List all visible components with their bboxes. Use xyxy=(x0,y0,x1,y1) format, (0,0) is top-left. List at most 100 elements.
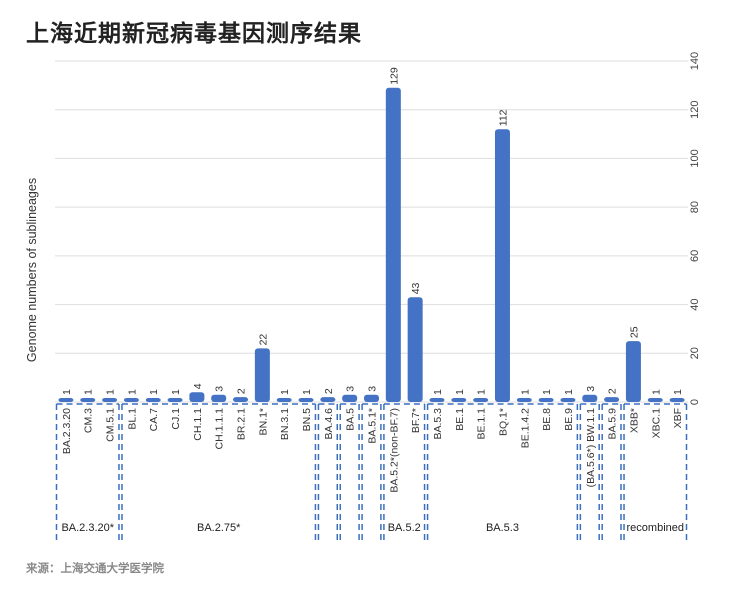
y-axis-ticks: 0 20 40 60 80 100 120 140 xyxy=(689,52,701,405)
value-label: 1 xyxy=(301,389,313,395)
bar xyxy=(298,398,314,402)
value-label: 1 xyxy=(519,389,531,395)
group-brackets: BA.2.3.20* BA.2.75* BA.5.2 BA.5.3 recombined xyxy=(55,403,688,543)
y-tick-label: 60 xyxy=(689,250,701,262)
value-label: 43 xyxy=(410,282,422,294)
value-label: 2 xyxy=(607,388,619,394)
value-label: 112 xyxy=(497,109,509,126)
bar xyxy=(254,348,270,402)
bar xyxy=(494,129,510,402)
bar xyxy=(407,297,423,402)
bar xyxy=(320,397,336,402)
x-tick-label: BN.1* xyxy=(257,408,269,435)
bar xyxy=(211,394,227,402)
value-label: 1 xyxy=(476,389,488,395)
x-tick-label: BE.8 xyxy=(541,408,553,431)
x-tick-label: BE.1.4.2 xyxy=(519,408,531,448)
bar xyxy=(429,398,445,402)
x-tick-label: CM.3 xyxy=(83,408,95,433)
value-label: 1 xyxy=(672,389,684,395)
bar xyxy=(80,398,96,402)
bar xyxy=(233,397,249,402)
x-tick-label: CH.1.1 xyxy=(192,408,204,441)
bar xyxy=(647,398,663,402)
x-tick-label: CM.5.1 xyxy=(105,408,117,442)
x-tick-label: BA.4.6 xyxy=(323,408,335,440)
value-label: 2 xyxy=(323,388,335,394)
bar xyxy=(625,341,641,402)
bar xyxy=(145,398,161,402)
bar xyxy=(538,398,554,402)
value-label: 1 xyxy=(279,389,291,395)
value-label: 2 xyxy=(236,388,248,394)
bar xyxy=(516,398,532,402)
value-label: 3 xyxy=(585,386,597,392)
group-label: recombined xyxy=(627,522,684,534)
x-tick-label: BA.5.2*(non-BF.7) xyxy=(388,408,400,493)
value-label: 129 xyxy=(388,67,400,85)
x-tick-label: BR.2.1 xyxy=(236,408,248,440)
x-tick-label: BA.2.3.20 xyxy=(61,408,73,454)
y-tick-label: 80 xyxy=(689,201,701,213)
x-tick-label: BN.5 xyxy=(301,408,313,432)
bar xyxy=(102,398,118,402)
x-tick-label: BQ.1* xyxy=(497,408,509,436)
bar xyxy=(560,398,576,402)
value-label: 1 xyxy=(541,389,553,395)
bar xyxy=(451,398,467,402)
x-tick-label: XBB* xyxy=(628,408,640,433)
value-label: 4 xyxy=(192,383,204,389)
x-tick-label: BA.5.9 xyxy=(607,408,619,440)
bar xyxy=(123,398,139,402)
bar xyxy=(473,398,489,402)
value-label: 1 xyxy=(126,389,138,395)
x-tick-label: BN.3.1 xyxy=(279,408,291,440)
bar xyxy=(582,394,598,402)
y-tick-label: 0 xyxy=(689,399,701,405)
value-label: 3 xyxy=(367,386,379,392)
value-label: 1 xyxy=(170,389,182,395)
bar xyxy=(385,87,401,403)
x-tick-label: CH.1.1.1 xyxy=(214,408,226,450)
y-tick-label: 20 xyxy=(689,347,701,359)
x-tick-label: CA.7 xyxy=(148,408,160,432)
value-label: 1 xyxy=(432,389,444,395)
y-tick-label: 140 xyxy=(689,52,701,70)
x-tick-label: (BA.5.6*) BW.1.1 xyxy=(585,408,597,488)
value-label: 1 xyxy=(61,389,73,395)
bar xyxy=(669,398,685,402)
group-label: BA.5.3 xyxy=(486,522,519,534)
value-label: 1 xyxy=(563,389,575,395)
value-label: 1 xyxy=(148,389,160,395)
chart-title: 上海近期新冠病毒基因测序结果 xyxy=(26,21,362,47)
x-tick-label: XBC.1 xyxy=(650,408,662,439)
bar xyxy=(604,397,620,402)
bar xyxy=(189,392,205,402)
bar xyxy=(342,394,358,402)
x-tick-label: BE.9 xyxy=(563,408,575,431)
value-label: 1 xyxy=(105,389,117,395)
x-tick-label: BA.5 xyxy=(345,408,357,431)
bar xyxy=(58,398,74,402)
group-label: BA.5.2 xyxy=(388,522,421,534)
value-label: 1 xyxy=(83,389,95,395)
value-label: 1 xyxy=(454,389,466,395)
gridlines xyxy=(55,60,688,403)
value-label: 1 xyxy=(650,389,662,395)
value-label: 3 xyxy=(345,386,357,392)
x-tick-label: BE.1.1 xyxy=(476,408,488,440)
group-label: BA.2.3.20* xyxy=(61,522,114,534)
y-tick-label: 120 xyxy=(689,101,701,119)
x-tick-labels: BA.2.3.20 CM.3 CM.5.1 BL.1 CA.7 CJ.1 CH.1.1 CH.… xyxy=(61,408,684,493)
x-tick-label: BE.1 xyxy=(454,408,466,431)
x-tick-label: BF.7* xyxy=(410,408,422,433)
source-note: 来源：上海交通大学医学院 xyxy=(26,561,164,575)
value-label: 3 xyxy=(214,386,226,392)
value-label: 22 xyxy=(257,334,269,346)
group-label: BA.2.75* xyxy=(197,522,241,534)
y-tick-label: 100 xyxy=(689,149,701,167)
x-tick-label: BA.5.1* xyxy=(367,408,379,444)
x-tick-label: CJ.1 xyxy=(170,408,182,430)
